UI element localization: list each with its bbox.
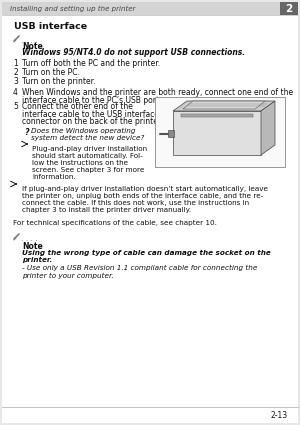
Polygon shape xyxy=(183,101,265,109)
Text: connect the cable. If this does not work, use the instructions in: connect the cable. If this does not work… xyxy=(22,200,249,206)
Text: system detect the new device?: system detect the new device? xyxy=(31,135,144,141)
Text: screen. See chapter 3 for more: screen. See chapter 3 for more xyxy=(32,167,144,173)
Text: 2: 2 xyxy=(285,3,292,14)
Text: interface cable to the USB interface: interface cable to the USB interface xyxy=(22,110,159,119)
Text: Installing and setting up the printer: Installing and setting up the printer xyxy=(10,6,135,11)
Text: 2-13: 2-13 xyxy=(271,411,288,420)
Text: Windows 95/NT4.0 do not support USB connections.: Windows 95/NT4.0 do not support USB conn… xyxy=(22,48,245,57)
Bar xyxy=(173,111,261,155)
Text: USB interface: USB interface xyxy=(14,22,87,31)
Text: printer to your computer.: printer to your computer. xyxy=(22,272,114,279)
Text: When Windows and the printer are both ready, connect one end of the: When Windows and the printer are both re… xyxy=(22,88,293,97)
Bar xyxy=(181,114,253,117)
Text: . . . .: . . . . xyxy=(21,36,38,45)
Polygon shape xyxy=(261,101,275,155)
Text: 1: 1 xyxy=(13,59,18,68)
Text: chapter 3 to install the printer driver manually.: chapter 3 to install the printer driver … xyxy=(22,207,191,213)
Text: Plug-and-play driver installation: Plug-and-play driver installation xyxy=(32,146,147,152)
Bar xyxy=(2,2,298,15)
Text: Turn off both the PC and the printer.: Turn off both the PC and the printer. xyxy=(22,59,160,68)
Text: should start automatically. Fol-: should start automatically. Fol- xyxy=(32,153,143,159)
Text: - Use only a USB Revision 1.1 compliant cable for connecting the: - Use only a USB Revision 1.1 compliant … xyxy=(22,265,257,271)
Text: Using the wrong type of cable can damage the socket on the: Using the wrong type of cable can damage… xyxy=(22,249,271,255)
Text: information.: information. xyxy=(32,174,76,180)
Text: 2: 2 xyxy=(13,68,18,77)
Text: ?: ? xyxy=(24,128,28,137)
Text: Turn on the printer.: Turn on the printer. xyxy=(22,77,95,86)
Text: 4: 4 xyxy=(13,88,18,97)
Text: For technical specifications of the cable, see chapter 10.: For technical specifications of the cabl… xyxy=(13,220,217,226)
Bar xyxy=(280,2,298,15)
Text: connector on the back of the printer.: connector on the back of the printer. xyxy=(22,117,163,126)
Text: Note: Note xyxy=(22,242,43,251)
Bar xyxy=(155,97,285,167)
Polygon shape xyxy=(173,101,275,111)
Bar xyxy=(168,130,174,137)
Text: If plug-and-play driver installation doesn’t start automatically, leave: If plug-and-play driver installation doe… xyxy=(22,186,268,192)
Text: low the instructions on the: low the instructions on the xyxy=(32,160,128,166)
Text: printer.: printer. xyxy=(22,257,52,263)
Text: Note: Note xyxy=(22,42,43,51)
Text: Does the Windows operating: Does the Windows operating xyxy=(31,128,136,134)
Text: Connect the other end of the: Connect the other end of the xyxy=(22,102,133,111)
Text: interface cable to the PC’s USB port .: interface cable to the PC’s USB port . xyxy=(22,96,164,105)
Text: Turn on the PC.: Turn on the PC. xyxy=(22,68,80,77)
Text: the printer on, unplug both ends of the interface cable, and the re-: the printer on, unplug both ends of the … xyxy=(22,193,263,199)
Text: . . . .: . . . . xyxy=(21,233,38,243)
Text: 3: 3 xyxy=(13,77,18,86)
Text: 5: 5 xyxy=(13,102,18,111)
